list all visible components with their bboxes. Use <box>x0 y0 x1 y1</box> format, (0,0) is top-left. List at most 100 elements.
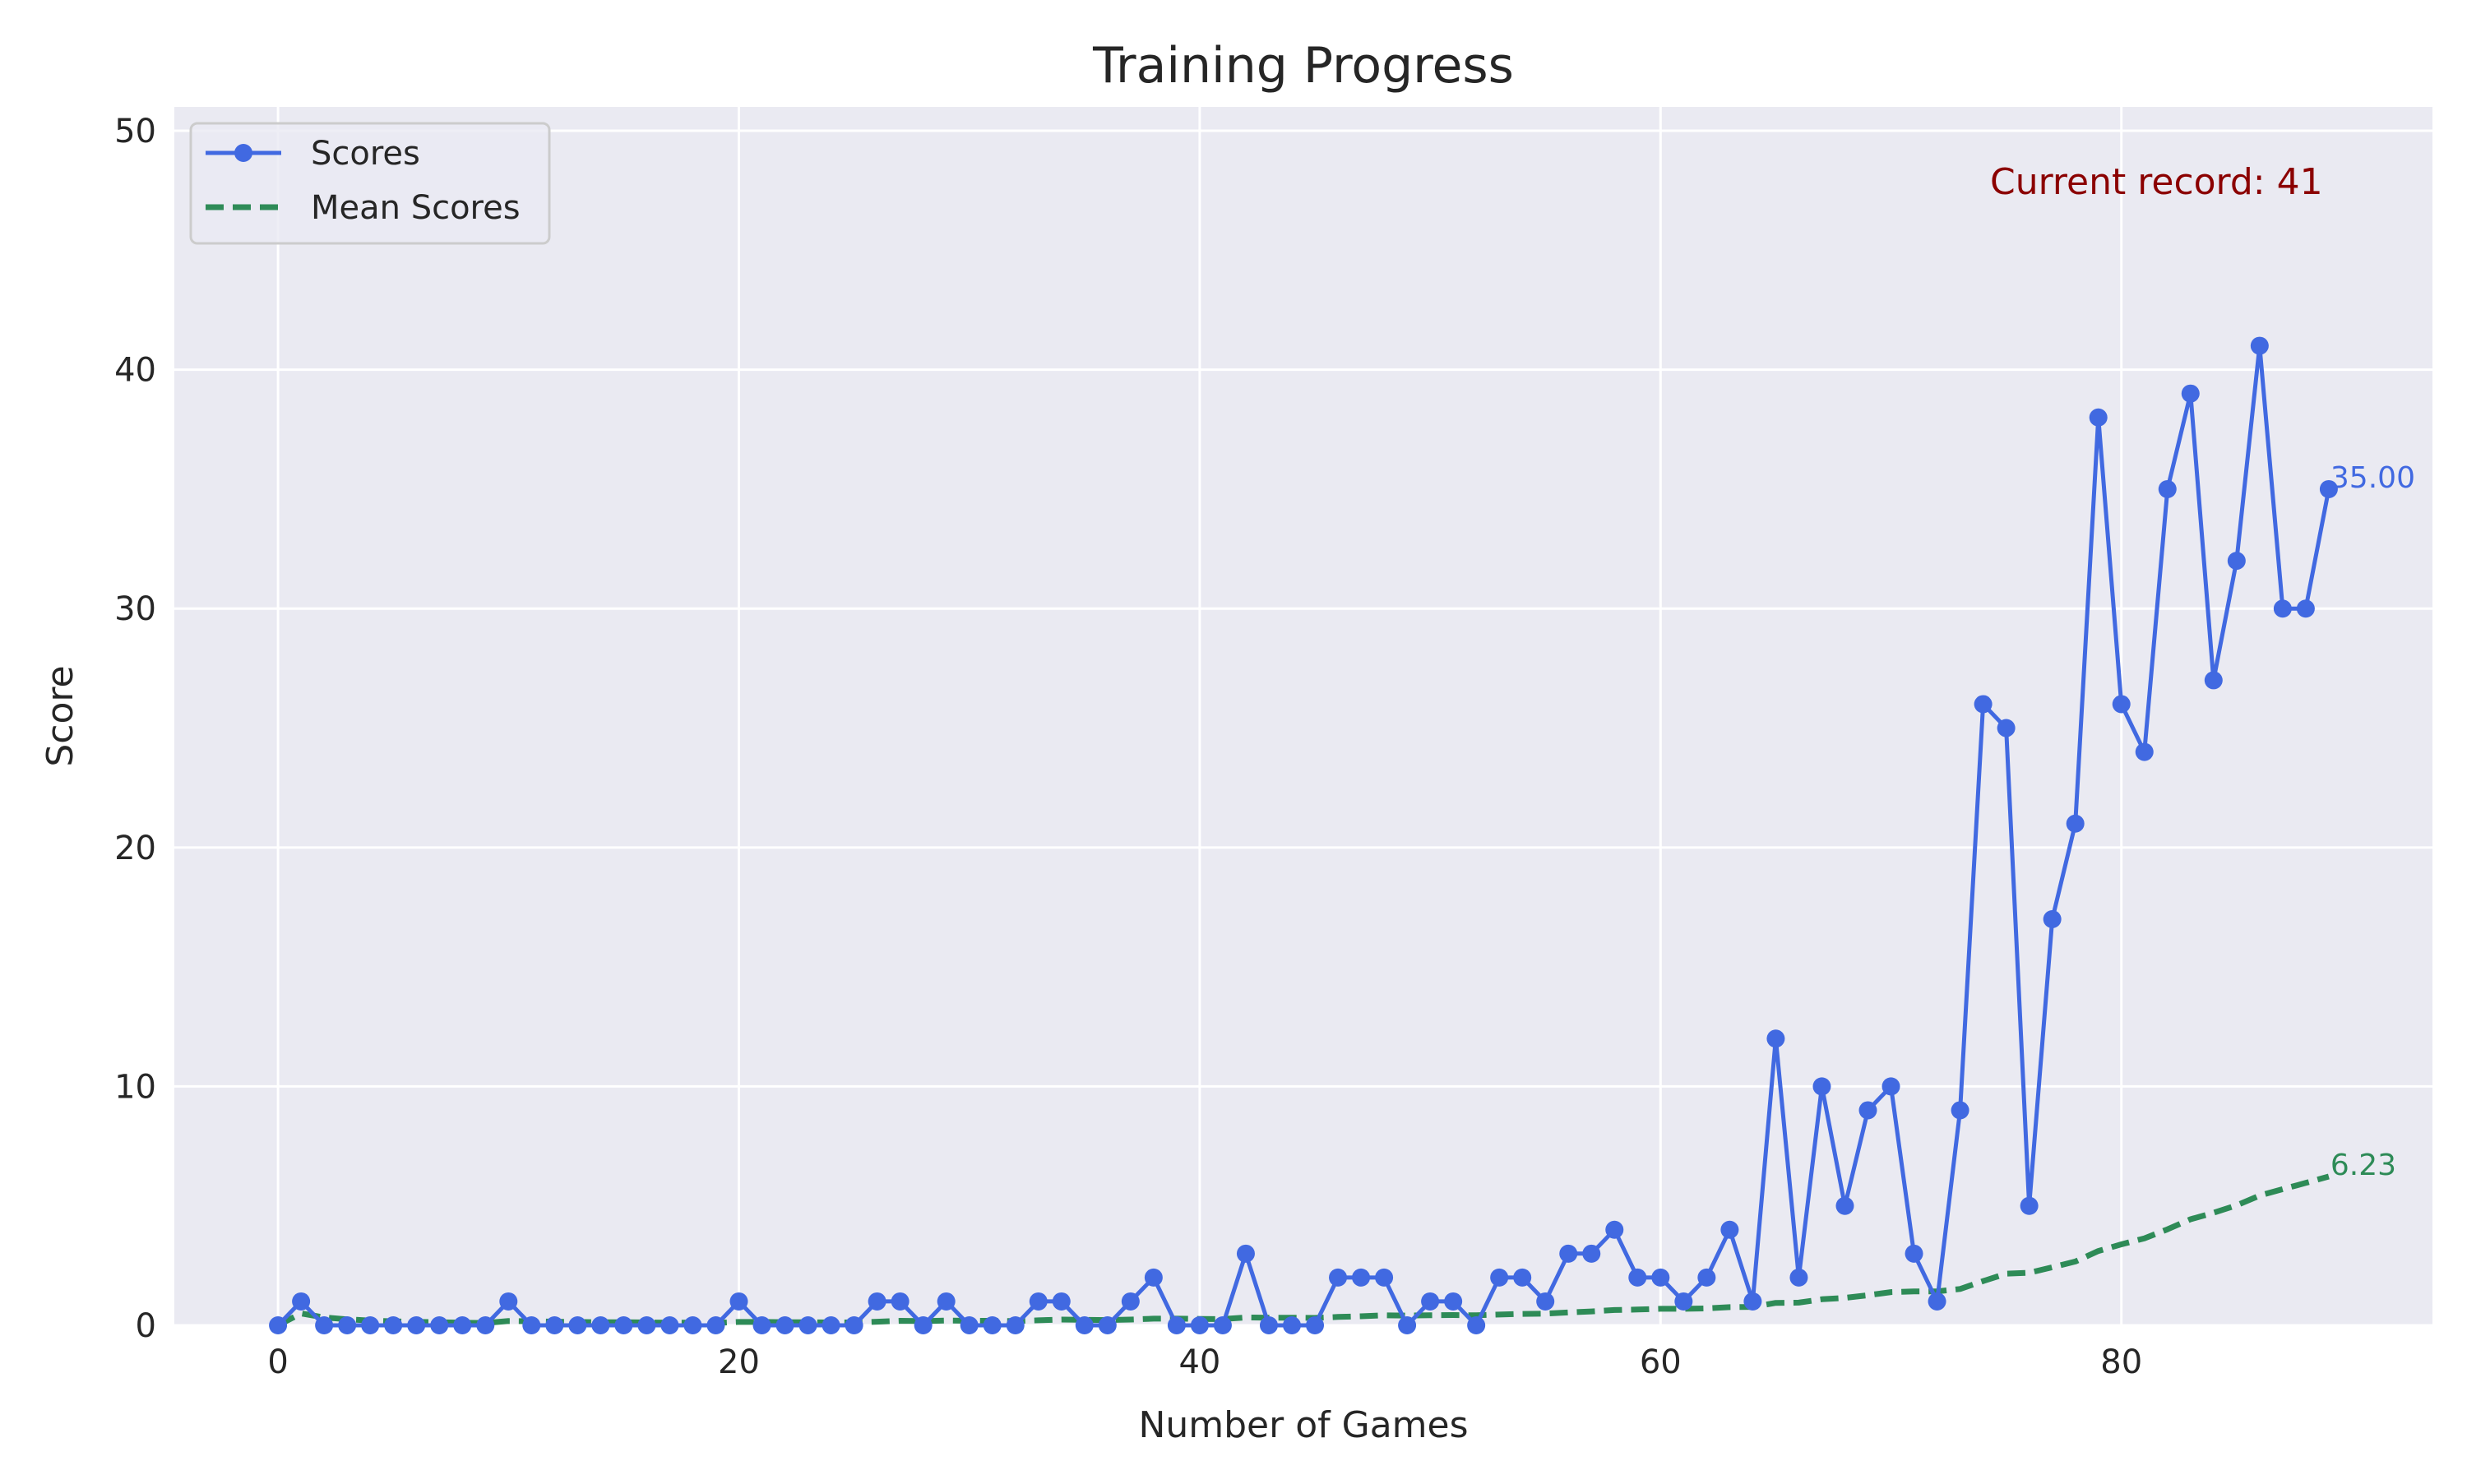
score-point <box>2089 408 2108 427</box>
score-point <box>1513 1268 1532 1287</box>
score-point <box>1881 1077 1900 1096</box>
plot-area <box>174 107 2432 1325</box>
score-point <box>2250 336 2269 355</box>
score-point <box>2112 695 2131 714</box>
score-point <box>1605 1220 1624 1239</box>
score-point <box>1329 1268 1348 1287</box>
score-point <box>522 1316 541 1334</box>
score-point <box>1928 1292 1946 1311</box>
score-point <box>430 1316 449 1334</box>
score-point <box>2319 479 2338 498</box>
score-point <box>499 1292 518 1311</box>
legend-label-mean-scores: Mean Scores <box>311 189 521 227</box>
score-point <box>1167 1316 1186 1334</box>
score-point <box>407 1316 426 1334</box>
score-point <box>476 1316 495 1334</box>
score-point <box>1674 1292 1693 1311</box>
y-axis-ticks: 0 10 20 30 40 50 <box>114 113 156 1345</box>
legend-marker-scores <box>234 144 252 162</box>
score-point <box>1144 1268 1163 1287</box>
score-point <box>1789 1268 1808 1287</box>
chart-title: Training Progress <box>1092 37 1514 95</box>
score-point <box>1398 1316 1417 1334</box>
legend-label-scores: Scores <box>311 135 420 173</box>
score-point <box>1490 1268 1509 1287</box>
score-point <box>1213 1316 1232 1334</box>
x-axis-ticks: 0 20 40 60 80 <box>267 1343 2142 1381</box>
grid <box>174 107 2432 1327</box>
score-point <box>1858 1101 1877 1120</box>
score-point <box>822 1316 840 1334</box>
score-point <box>1421 1292 1440 1311</box>
y-tick-label: 20 <box>114 830 156 867</box>
y-tick-label: 50 <box>114 113 156 150</box>
score-point <box>1835 1196 1854 1215</box>
score-point <box>338 1316 357 1334</box>
score-point <box>2066 814 2085 833</box>
y-tick-label: 30 <box>114 590 156 628</box>
legend: Scores Mean Scores <box>189 122 551 245</box>
score-point <box>1697 1268 1716 1287</box>
score-point <box>269 1316 288 1334</box>
score-point <box>1006 1316 1025 1334</box>
score-point <box>1628 1268 1647 1287</box>
score-point <box>1190 1316 1209 1334</box>
score-point <box>937 1292 956 1311</box>
score-point <box>868 1292 886 1311</box>
x-tick-label: 40 <box>1178 1343 1220 1381</box>
x-tick-label: 60 <box>1640 1343 1682 1381</box>
score-point <box>453 1316 472 1334</box>
y-axis-label: Score <box>39 665 81 766</box>
score-point <box>1743 1292 1762 1311</box>
score-point <box>1974 695 1993 714</box>
scores-end-label: 35.00 <box>2330 461 2415 495</box>
x-tick-label: 80 <box>2100 1343 2142 1381</box>
score-point <box>614 1316 633 1334</box>
x-tick-label: 20 <box>718 1343 760 1381</box>
score-point <box>1121 1292 1140 1311</box>
y-tick-label: 40 <box>114 352 156 390</box>
score-point <box>1352 1268 1371 1287</box>
score-point <box>1282 1316 1301 1334</box>
score-point <box>960 1316 979 1334</box>
score-point <box>2181 384 2200 403</box>
score-point <box>568 1316 587 1334</box>
score-point <box>2043 910 2062 928</box>
score-point <box>683 1316 702 1334</box>
x-axis-label: Number of Games <box>1138 1404 1468 1446</box>
series-line-mean-scores <box>276 1173 2330 1329</box>
score-point <box>752 1316 771 1334</box>
score-point <box>914 1316 933 1334</box>
score-point <box>384 1316 403 1334</box>
score-point <box>2020 1196 2039 1215</box>
score-point <box>983 1316 1002 1334</box>
series-layer: 35.00 6.23 <box>269 336 2415 1334</box>
score-point <box>2204 671 2223 690</box>
score-point <box>660 1316 679 1334</box>
score-point <box>1052 1292 1071 1311</box>
y-tick-label: 10 <box>114 1068 156 1106</box>
score-point <box>292 1292 311 1311</box>
score-point <box>891 1292 910 1311</box>
mean-end-label: 6.23 <box>2330 1149 2396 1182</box>
score-point <box>706 1316 725 1334</box>
score-point <box>1075 1316 1094 1334</box>
score-point <box>1582 1244 1601 1263</box>
score-point <box>1259 1316 1278 1334</box>
score-point <box>1306 1316 1325 1334</box>
score-point <box>1812 1077 1831 1096</box>
score-point <box>1029 1292 1048 1311</box>
score-point <box>1375 1268 1394 1287</box>
score-point <box>1951 1101 1969 1120</box>
score-point <box>315 1316 334 1334</box>
score-point <box>1559 1244 1578 1263</box>
record-annotation: Current record: 41 <box>1990 161 2323 203</box>
score-point <box>2227 552 2246 571</box>
x-tick-label: 0 <box>267 1343 288 1381</box>
score-point <box>1997 719 2016 737</box>
score-point <box>637 1316 656 1334</box>
score-point <box>729 1292 748 1311</box>
score-point <box>1236 1244 1255 1263</box>
score-point <box>2135 742 2154 761</box>
